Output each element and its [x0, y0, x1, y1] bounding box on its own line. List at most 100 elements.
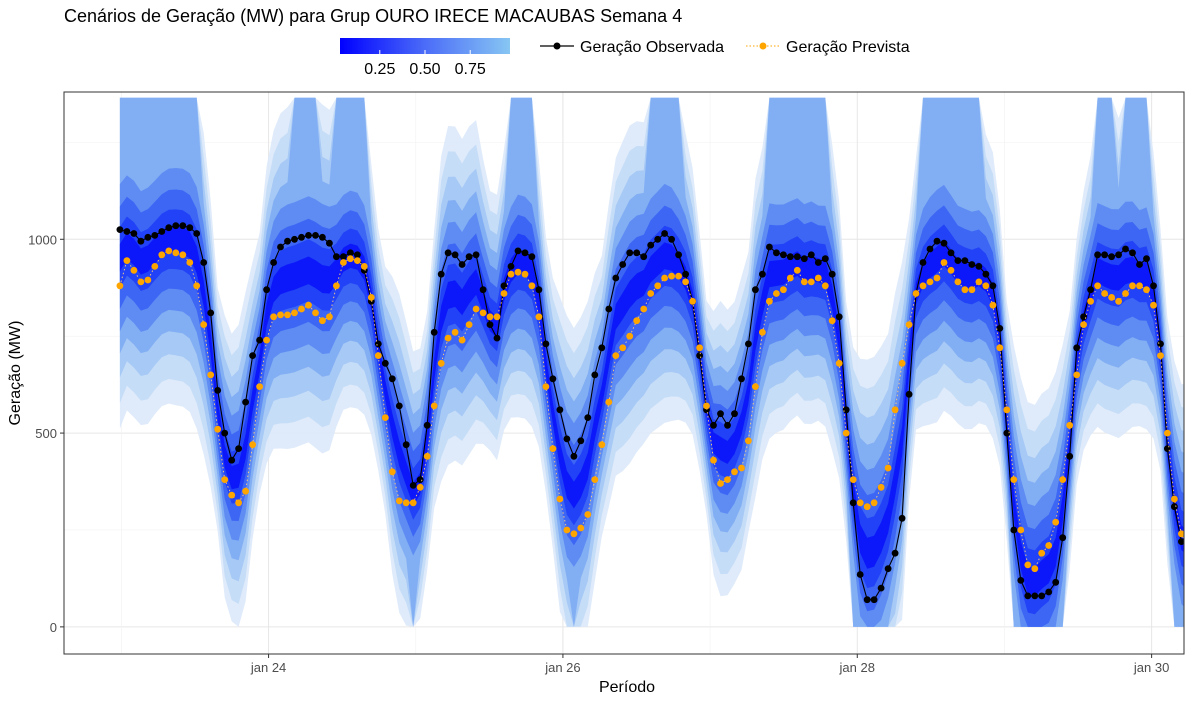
- observed-point: [424, 422, 431, 429]
- forecast-point: [417, 484, 424, 491]
- forecast-point: [145, 277, 152, 284]
- x-tick-label: jan 24: [250, 660, 286, 675]
- observed-point: [626, 249, 633, 256]
- observed-point: [787, 253, 794, 260]
- forecast-point: [256, 383, 263, 390]
- observed-point: [431, 329, 438, 336]
- observed-point: [319, 234, 326, 241]
- observed-point: [640, 253, 647, 260]
- forecast-point: [557, 496, 564, 503]
- forecast-point: [529, 282, 536, 289]
- observed-point: [459, 261, 466, 268]
- x-tick-label: jan 30: [1133, 660, 1169, 675]
- forecast-point: [305, 302, 312, 309]
- forecast-point: [550, 445, 557, 452]
- observed-point: [759, 271, 766, 278]
- forecast-point: [235, 499, 242, 506]
- observed-point: [1129, 249, 1136, 256]
- forecast-point: [1059, 476, 1066, 483]
- forecast-point: [1066, 422, 1073, 429]
- forecast-point: [368, 294, 375, 301]
- forecast-point: [1192, 538, 1199, 545]
- forecast-point: [117, 282, 124, 289]
- forecast-point: [745, 437, 752, 444]
- forecast-point: [1094, 282, 1101, 289]
- forecast-point: [1136, 282, 1143, 289]
- observed-point: [745, 341, 752, 348]
- observed-point: [619, 261, 626, 268]
- observed-point: [1157, 341, 1164, 348]
- forecast-point: [340, 259, 347, 266]
- observed-point: [522, 249, 529, 256]
- observed-point: [550, 375, 557, 382]
- forecast-point: [333, 282, 340, 289]
- observed-point: [263, 286, 270, 293]
- forecast-point: [878, 484, 885, 491]
- y-tick-label: 500: [35, 426, 57, 441]
- observed-point: [794, 253, 801, 260]
- observed-point: [333, 253, 340, 260]
- forecast-point: [172, 249, 179, 256]
- forecast-point: [668, 273, 675, 280]
- forecast-point: [312, 310, 319, 317]
- observed-point: [193, 230, 200, 237]
- forecast-point: [1031, 565, 1038, 572]
- observed-point: [682, 271, 689, 278]
- x-axis-label: Período: [599, 679, 655, 696]
- observed-point: [857, 571, 864, 578]
- observed-point: [389, 375, 396, 382]
- forecast-point: [1080, 321, 1087, 328]
- observed-point: [591, 372, 598, 379]
- forecast-point: [1038, 550, 1045, 557]
- forecast-point: [347, 255, 354, 262]
- forecast-point: [920, 282, 927, 289]
- forecast-point: [131, 267, 138, 274]
- forecast-point: [158, 251, 165, 258]
- forecast-point: [1052, 519, 1059, 526]
- forecast-point: [1129, 282, 1136, 289]
- forecast-point: [996, 344, 1003, 351]
- observed-point: [1164, 445, 1171, 452]
- observed-point: [920, 259, 927, 266]
- observed-point: [1192, 519, 1199, 526]
- observed-point: [815, 259, 822, 266]
- observed-point: [1150, 282, 1157, 289]
- forecast-point: [724, 476, 731, 483]
- observed-point: [312, 232, 319, 239]
- observed-point: [487, 321, 494, 328]
- forecast-point: [682, 279, 689, 286]
- forecast-point: [787, 275, 794, 282]
- observed-point: [445, 249, 452, 256]
- observed-point: [773, 249, 780, 256]
- forecast-point: [151, 263, 158, 270]
- observed-point: [1038, 593, 1045, 600]
- observed-point: [298, 234, 305, 241]
- observed-point: [878, 585, 885, 592]
- forecast-point: [661, 275, 668, 282]
- forecast-point: [138, 279, 145, 286]
- observed-point: [340, 253, 347, 260]
- forecast-point: [584, 511, 591, 518]
- observed-point: [780, 251, 787, 258]
- observed-point: [291, 236, 298, 243]
- observed-point: [1066, 453, 1073, 460]
- forecast-point: [179, 251, 186, 258]
- forecast-point: [438, 360, 445, 367]
- observed-point: [165, 224, 172, 231]
- observed-point: [962, 257, 969, 264]
- x-tick-label: jan 28: [839, 660, 875, 675]
- forecast-point: [431, 403, 438, 410]
- observed-point: [138, 238, 145, 245]
- forecast-point: [759, 329, 766, 336]
- observed-point: [543, 341, 550, 348]
- observed-point: [1136, 261, 1143, 268]
- observed-point: [766, 244, 773, 251]
- observed-point: [410, 482, 417, 489]
- observed-point: [927, 246, 934, 253]
- forecast-point: [892, 406, 899, 413]
- forecast-point: [913, 290, 920, 297]
- forecast-point: [515, 269, 522, 276]
